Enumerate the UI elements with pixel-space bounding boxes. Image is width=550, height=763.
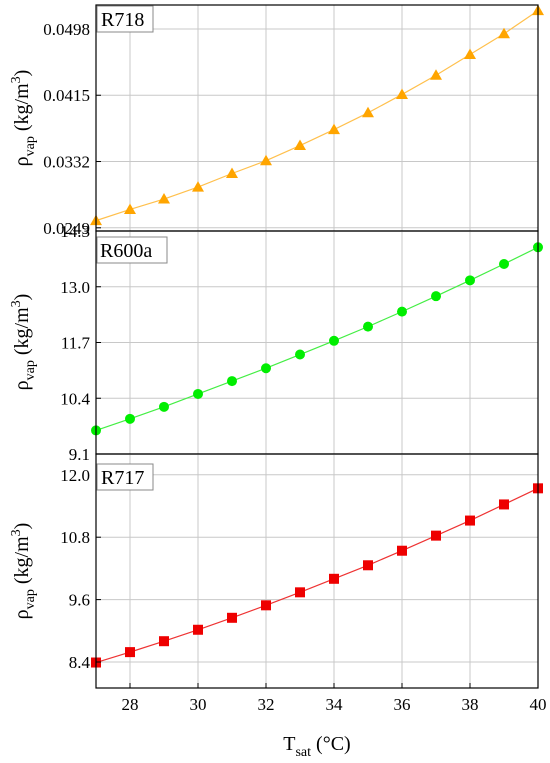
y-axis-label-r718: ρvap (kg/m3) bbox=[9, 70, 38, 167]
y-tick-label: 13.0 bbox=[60, 278, 90, 297]
circle-marker bbox=[193, 388, 203, 399]
square-marker bbox=[465, 515, 475, 526]
circle-marker bbox=[431, 291, 441, 302]
x-tick-label: 32 bbox=[258, 695, 275, 714]
x-tick-label: 28 bbox=[122, 695, 139, 714]
circle-marker bbox=[159, 401, 169, 412]
y-tick-label: 0.0332 bbox=[43, 153, 90, 172]
triangle-marker bbox=[124, 203, 136, 214]
panel-label-r717: R717 bbox=[101, 467, 144, 489]
square-marker bbox=[397, 545, 407, 556]
triangle-marker bbox=[498, 27, 510, 39]
panel-label-box-r717: R717 bbox=[96, 463, 154, 491]
y-ticks-r717: 8.4 9.6 10.8 12.0 bbox=[60, 466, 101, 672]
y-tick-label: 9.1 bbox=[69, 445, 90, 464]
series-line bbox=[95, 10, 539, 222]
circle-marker bbox=[295, 349, 305, 360]
label-box bbox=[96, 463, 154, 491]
y-axis-label-r717: ρvap (kg/m3) bbox=[9, 523, 38, 620]
panel-r718: 0.0249 0.0332 0.0415 0.0498 R718 ρvap (kg/m… bbox=[9, 4, 544, 238]
y-tick-label: 11.7 bbox=[61, 334, 91, 353]
triangle-marker bbox=[430, 69, 442, 80]
y-tick-label: 8.4 bbox=[69, 653, 91, 672]
square-marker bbox=[125, 647, 135, 658]
square-marker bbox=[193, 624, 203, 635]
triangle-marker bbox=[362, 106, 374, 118]
series-r600a bbox=[91, 242, 543, 436]
panel-label-box-r600a: R600a bbox=[96, 236, 168, 264]
circle-marker bbox=[499, 259, 509, 270]
triangle-marker bbox=[464, 48, 476, 60]
grid-r718 bbox=[96, 5, 539, 231]
y-tick-label: 12.0 bbox=[60, 466, 90, 485]
panel-label-r600a: R600a bbox=[100, 240, 152, 262]
x-tick-label: 40 bbox=[530, 695, 547, 714]
circle-marker bbox=[465, 275, 475, 286]
panel-r600a: 9.1 10.4 11.7 13.0 14.3 R600a ρvap (kg/m3) bbox=[9, 222, 543, 464]
y-tick-label: 10.4 bbox=[60, 389, 90, 408]
series-r717 bbox=[91, 483, 543, 668]
x-tick-label: 30 bbox=[190, 695, 207, 714]
triangle-marker bbox=[192, 181, 204, 192]
series-line bbox=[95, 487, 539, 664]
triangle-marker bbox=[328, 123, 340, 135]
triangle-marker bbox=[294, 139, 306, 151]
circle-marker bbox=[125, 413, 135, 424]
x-tick-label: 34 bbox=[326, 695, 344, 714]
square-marker bbox=[227, 612, 237, 623]
panel-label-r718: R718 bbox=[101, 9, 144, 31]
series-r718 bbox=[90, 4, 544, 226]
square-marker bbox=[159, 636, 169, 647]
x-ticks: 28 30 32 34 36 38 40 bbox=[122, 683, 547, 714]
grid-r600a bbox=[96, 230, 539, 455]
y-ticks-r600a: 9.1 10.4 11.7 13.0 14.3 bbox=[60, 222, 101, 464]
y-axis-label-r600a: ρvap (kg/m3) bbox=[9, 294, 38, 391]
y-tick-label: 9.6 bbox=[69, 591, 90, 610]
panel-r717: 8.4 9.6 10.8 12.0 R717 ρvap (kg/m3) bbox=[9, 453, 543, 689]
plot-frame-r717 bbox=[95, 453, 539, 689]
x-tick-label: 36 bbox=[394, 695, 411, 714]
y-ticks-r718: 0.0249 0.0332 0.0415 0.0498 bbox=[43, 20, 101, 238]
square-marker bbox=[499, 499, 509, 510]
grid-r717 bbox=[96, 454, 539, 688]
circle-marker bbox=[397, 306, 407, 317]
triangle-marker bbox=[396, 88, 408, 99]
triangle-marker bbox=[260, 154, 272, 166]
circle-marker bbox=[329, 335, 339, 346]
series-line bbox=[95, 246, 539, 431]
x-axis-label: Tsat (°C) bbox=[283, 733, 350, 760]
circle-marker bbox=[363, 321, 373, 332]
x-tick-label: 38 bbox=[462, 695, 479, 714]
y-tick-label: 14.3 bbox=[60, 222, 90, 241]
y-tick-label: 0.0498 bbox=[43, 20, 90, 39]
square-marker bbox=[261, 600, 271, 611]
label-box bbox=[96, 236, 168, 264]
square-marker bbox=[329, 573, 339, 584]
label-box bbox=[96, 5, 154, 33]
panel-label-box-r718: R718 bbox=[96, 5, 154, 33]
circle-marker bbox=[261, 363, 271, 374]
square-marker bbox=[363, 560, 373, 571]
y-tick-label: 0.0415 bbox=[43, 86, 90, 105]
triangle-marker bbox=[158, 193, 170, 204]
y-tick-label: 10.8 bbox=[60, 528, 90, 547]
triangle-marker bbox=[226, 167, 238, 179]
square-marker bbox=[431, 530, 441, 541]
circle-marker bbox=[227, 376, 237, 387]
square-marker bbox=[295, 587, 305, 598]
y-tick-label: 0.0249 bbox=[43, 219, 90, 238]
